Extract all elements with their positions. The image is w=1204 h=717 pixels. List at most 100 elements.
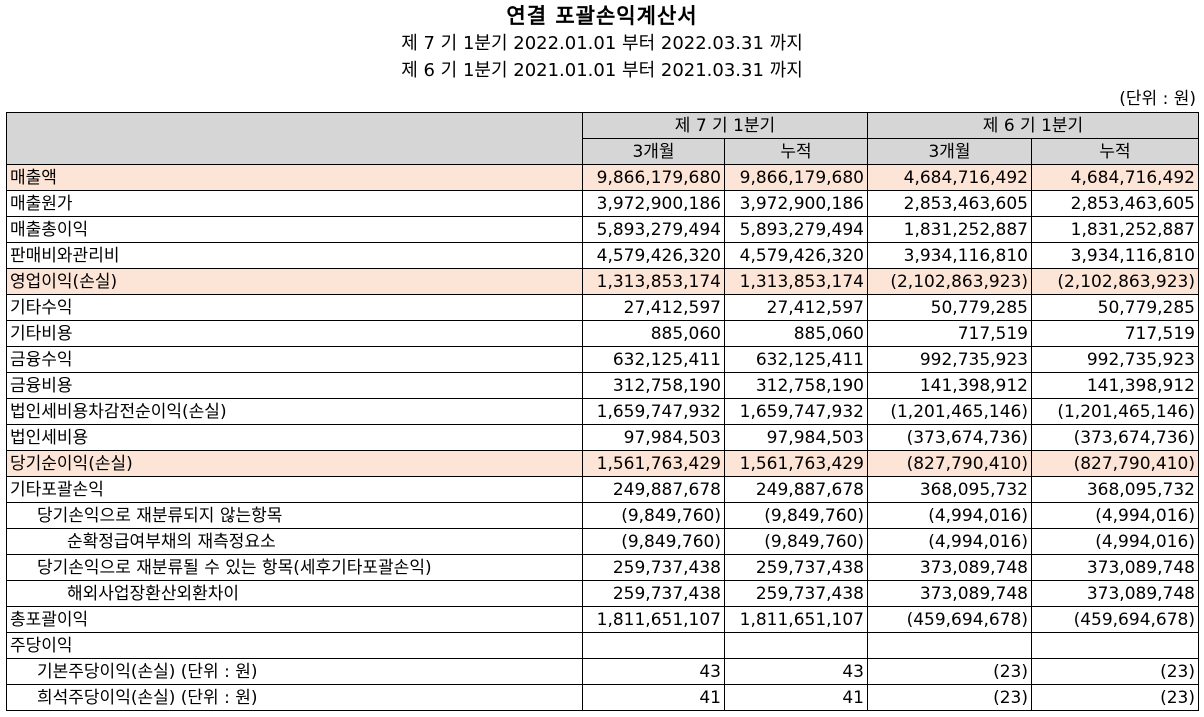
header-p7-3months: 3개월	[582, 138, 725, 165]
cell-value: 992,735,923	[1031, 346, 1199, 373]
table-row: 영업이익(손실) 1,313,853,174 1,313,853,174 (2,…	[6, 268, 1199, 295]
cell-value: 249,887,678	[724, 476, 868, 503]
cell-value	[1031, 632, 1199, 659]
cell-value: 27,412,597	[724, 294, 868, 321]
cell-value: 259,737,438	[724, 554, 868, 581]
cell-value: 5,893,279,494	[724, 216, 868, 243]
table-row: 매출액 9,866,179,680 9,866,179,680 4,684,71…	[6, 164, 1199, 191]
header-p7-cumulative: 누적	[724, 138, 868, 165]
cell-value: 1,313,853,174	[582, 268, 725, 295]
cell-value: (459,694,678)	[867, 606, 1032, 633]
cell-value: 141,398,912	[1031, 372, 1199, 399]
cell-value: 1,659,747,932	[724, 398, 868, 425]
header-p6-3months: 3개월	[867, 138, 1032, 165]
table-row: 판매비와관리비 4,579,426,320 4,579,426,320 3,93…	[6, 242, 1199, 269]
cell-value: 373,089,748	[1031, 554, 1199, 581]
statement-title: 연결 포괄손익계산서	[506, 4, 698, 28]
cell-value: (373,674,736)	[867, 424, 1032, 451]
cell-value: 373,089,748	[867, 554, 1032, 581]
cell-value: 43	[582, 658, 725, 685]
period-line-prior: 제 6 기 1분기 2021.01.01 부터 2021.03.31 까지	[401, 60, 803, 81]
cell-value: 259,737,438	[582, 554, 725, 581]
cell-value: (827,790,410)	[1031, 450, 1199, 477]
cell-value: (1,201,465,146)	[867, 398, 1032, 425]
cell-value: 3,972,900,186	[724, 190, 868, 217]
cell-value: 1,659,747,932	[582, 398, 725, 425]
cell-value: (9,849,760)	[724, 502, 868, 529]
header-row-sub: 3개월 누적 3개월 누적	[7, 138, 1199, 165]
table-row: 기타수익 27,412,597 27,412,597 50,779,285 50…	[6, 294, 1199, 321]
table-row: 매출원가 3,972,900,186 3,972,900,186 2,853,4…	[6, 190, 1199, 217]
cell-value: 1,811,651,107	[582, 606, 725, 633]
cell-value: (23)	[867, 658, 1032, 685]
cell-value: 368,095,732	[1031, 476, 1199, 503]
period-line-current: 제 7 기 1분기 2022.01.01 부터 2022.03.31 까지	[401, 33, 803, 54]
cell-value: 43	[724, 658, 868, 685]
cell-value: 41	[582, 684, 725, 711]
cell-value: 373,089,748	[1031, 580, 1199, 607]
cell-value: 1,811,651,107	[724, 606, 868, 633]
row-label: 매출총이익	[6, 216, 583, 243]
cell-value: 992,735,923	[867, 346, 1032, 373]
cell-value: 2,853,463,605	[1031, 190, 1199, 217]
cell-value: 312,758,190	[582, 372, 725, 399]
cell-value: (9,849,760)	[582, 502, 725, 529]
row-label: 매출원가	[6, 190, 583, 217]
row-label: 당기손익으로 재분류되지 않는항목	[6, 502, 583, 529]
cell-value: (827,790,410)	[867, 450, 1032, 477]
table-row: 기타비용 885,060 885,060 717,519 717,519	[6, 320, 1199, 347]
table-row: 당기손익으로 재분류될 수 있는 항목(세후기타포괄손익) 259,737,43…	[6, 554, 1199, 581]
cell-value: 1,561,763,429	[724, 450, 868, 477]
cell-value: 97,984,503	[724, 424, 868, 451]
cell-value: 312,758,190	[724, 372, 868, 399]
cell-value: (23)	[1031, 658, 1199, 685]
row-label: 희석주당이익(손실) (단위 : 원)	[6, 684, 583, 711]
cell-value: 2,853,463,605	[867, 190, 1032, 217]
cell-value	[724, 632, 868, 659]
table-row: 금융비용 312,758,190 312,758,190 141,398,912…	[6, 372, 1199, 399]
row-label: 기타비용	[6, 320, 583, 347]
row-label: 당기순이익(손실)	[6, 450, 583, 477]
cell-value: 717,519	[1031, 320, 1199, 347]
row-label: 법인세비용	[6, 424, 583, 451]
table-row: 법인세비용 97,984,503 97,984,503 (373,674,736…	[6, 424, 1199, 451]
cell-value: (2,102,863,923)	[867, 268, 1032, 295]
cell-value: 1,831,252,887	[867, 216, 1032, 243]
cell-value: 259,737,438	[582, 580, 725, 607]
cell-value: 141,398,912	[867, 372, 1032, 399]
row-label: 기타수익	[6, 294, 583, 321]
cell-value: 9,866,179,680	[582, 164, 725, 191]
header-row-periods: 제 7 기 1분기 제 6 기 1분기	[6, 112, 1199, 165]
table-row: 당기손익으로 재분류되지 않는항목 (9,849,760) (9,849,760…	[6, 502, 1199, 529]
cell-value: 1,561,763,429	[582, 450, 725, 477]
row-label: 판매비와관리비	[6, 242, 583, 269]
cell-value: 3,972,900,186	[582, 190, 725, 217]
cell-value: 50,779,285	[867, 294, 1032, 321]
table-row: 희석주당이익(손실) (단위 : 원) 41 41 (23) (23)	[6, 684, 1199, 711]
header-period-6: 제 6 기 1분기	[867, 112, 1199, 139]
table-row: 순확정급여부채의 재측정요소 (9,849,760) (9,849,760) (…	[6, 528, 1199, 555]
cell-value: (23)	[867, 684, 1032, 711]
cell-value: (459,694,678)	[1031, 606, 1199, 633]
row-label: 법인세비용차감전순이익(손실)	[6, 398, 583, 425]
table-row: 기타포괄손익 249,887,678 249,887,678 368,095,7…	[6, 476, 1199, 503]
row-label: 순확정급여부채의 재측정요소	[6, 528, 583, 555]
table-row: 해외사업장환산외환차이 259,737,438 259,737,438 373,…	[6, 580, 1199, 607]
cell-value	[867, 632, 1032, 659]
cell-value: (373,674,736)	[1031, 424, 1199, 451]
table-row: 총포괄이익 1,811,651,107 1,811,651,107 (459,6…	[6, 606, 1199, 633]
cell-value: (4,994,016)	[1031, 502, 1199, 529]
cell-value: (23)	[1031, 684, 1199, 711]
row-label: 해외사업장환산외환차이	[6, 580, 583, 607]
cell-value: 97,984,503	[582, 424, 725, 451]
cell-value: 4,684,716,492	[867, 164, 1032, 191]
cell-value: 1,831,252,887	[1031, 216, 1199, 243]
table-row: 주당이익	[6, 632, 1199, 659]
row-label: 기본주당이익(손실) (단위 : 원)	[6, 658, 583, 685]
cell-value: 4,684,716,492	[1031, 164, 1199, 191]
unit-note: (단위 : 원)	[1119, 89, 1196, 109]
cell-value: (4,994,016)	[867, 502, 1032, 529]
cell-value: (9,849,760)	[582, 528, 725, 555]
cell-value: 632,125,411	[724, 346, 868, 373]
cell-value: 4,579,426,320	[724, 242, 868, 269]
